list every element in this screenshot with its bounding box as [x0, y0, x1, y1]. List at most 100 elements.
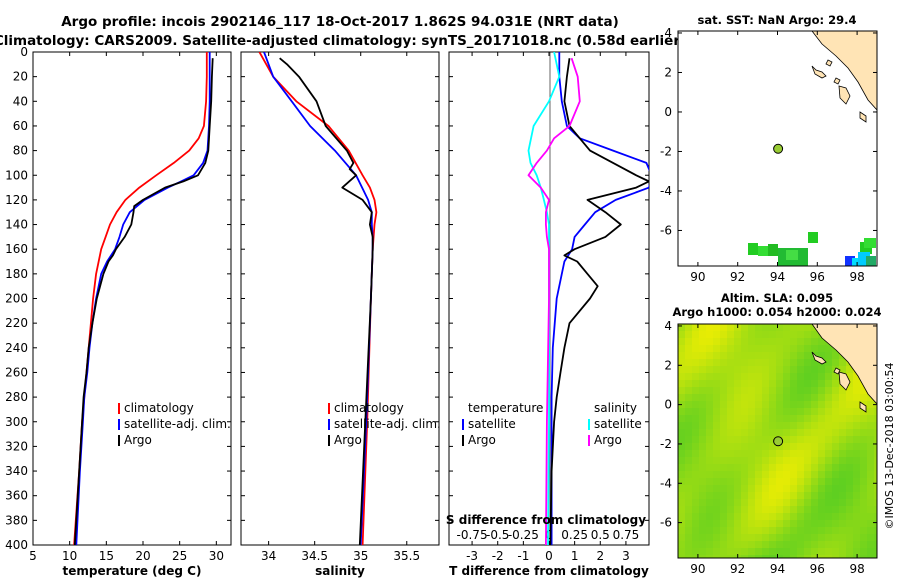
sla-pixel	[776, 492, 783, 499]
sla-pixel	[755, 520, 762, 527]
sla-pixel	[734, 429, 741, 436]
sla-pixel	[776, 520, 783, 527]
sla-pixel	[818, 478, 825, 485]
sla-pixel	[846, 478, 853, 485]
sla-pixel	[832, 527, 839, 534]
sla-pixel	[769, 324, 776, 331]
sla-pixel	[727, 394, 734, 401]
sla-pixel	[818, 464, 825, 471]
sla-pixel	[790, 471, 797, 478]
sla-pixel	[755, 331, 762, 338]
sla-pixel	[741, 429, 748, 436]
sla-pixel	[685, 534, 692, 541]
sla-pixel	[699, 555, 706, 558]
sla-pixel	[811, 471, 818, 478]
sla-pixel	[685, 429, 692, 436]
depth-tick-label: 20	[13, 70, 28, 84]
sla-pixel	[804, 380, 811, 387]
sla-pixel	[776, 338, 783, 345]
sla-pixel	[783, 506, 790, 513]
sla-pixel	[825, 485, 832, 492]
sst-pixel	[768, 244, 778, 256]
sla-pixel	[755, 415, 762, 422]
s-difference-tick-label: 0.25	[561, 528, 588, 542]
island-land	[859, 401, 867, 413]
sla-pixel	[720, 527, 727, 534]
sla-pixel	[755, 527, 762, 534]
sla-pixel	[678, 324, 685, 331]
sla-pixel	[783, 352, 790, 359]
sla-pixel	[727, 331, 734, 338]
depth-tick-label: 180	[5, 267, 28, 281]
sla-pixel	[734, 422, 741, 429]
sla-pixel	[748, 555, 755, 558]
sla-pixel	[839, 450, 846, 457]
sla-pixel	[678, 548, 685, 555]
sla-pixel	[762, 352, 769, 359]
sla-pixel	[811, 443, 818, 450]
sla-pixel	[748, 380, 755, 387]
sla-pixel	[804, 366, 811, 373]
sst-pixel	[748, 243, 758, 255]
sla-pixel	[769, 527, 776, 534]
sla-pixel	[762, 394, 769, 401]
sla-pixel	[692, 324, 699, 331]
sla-pixel	[692, 520, 699, 527]
sla-pixel	[790, 366, 797, 373]
sla-pixel	[776, 534, 783, 541]
sla-pixel	[832, 422, 839, 429]
sla-pixel	[720, 499, 727, 506]
sla-pixel	[853, 443, 860, 450]
sla-pixel	[769, 436, 776, 443]
sla-pixel	[685, 478, 692, 485]
sla-pixel	[706, 338, 713, 345]
sla-pixel	[846, 436, 853, 443]
sst-land	[811, 31, 877, 123]
map-y-tick-label: -6	[660, 223, 672, 237]
sla-pixel	[713, 338, 720, 345]
difference-lines	[527, 52, 649, 545]
s-difference-tick-label: -0.75	[457, 528, 488, 542]
sla-pixel	[804, 352, 811, 359]
sla-pixel	[748, 492, 755, 499]
sla-pixel	[706, 478, 713, 485]
sla-pixel	[692, 471, 699, 478]
sla-pixel	[853, 534, 860, 541]
sla-pixel	[846, 415, 853, 422]
sla-pixel	[776, 464, 783, 471]
x-tick-label: 20	[135, 549, 150, 563]
sla-pixel	[762, 548, 769, 555]
sla-pixel	[825, 492, 832, 499]
sla-pixel	[853, 422, 860, 429]
sla-pixel	[825, 478, 832, 485]
sla-pixel	[825, 457, 832, 464]
x-tick-label: 1	[571, 549, 579, 563]
sla-pixel	[706, 471, 713, 478]
sla-pixel	[699, 478, 706, 485]
sla-pixel	[839, 422, 846, 429]
sla-pixel	[699, 366, 706, 373]
x-tick-label: 34	[261, 549, 276, 563]
sla-pixel	[811, 450, 818, 457]
sla-pixel	[818, 429, 825, 436]
sla-pixel	[797, 352, 804, 359]
sla-pixel	[790, 373, 797, 380]
sla-pixel	[825, 380, 832, 387]
sla-pixel	[846, 464, 853, 471]
sla-pixel	[769, 450, 776, 457]
argo-position-marker	[773, 436, 784, 447]
sla-pixel	[867, 471, 874, 478]
sla-pixel	[734, 345, 741, 352]
sla-pixel	[790, 478, 797, 485]
sla-pixel	[734, 478, 741, 485]
sla-pixel	[720, 331, 727, 338]
sla-pixel	[804, 527, 811, 534]
sla-pixel	[769, 415, 776, 422]
sla-pixel	[713, 436, 720, 443]
sla-pixel	[825, 541, 832, 548]
sla-pixel	[804, 422, 811, 429]
sla-pixel	[734, 436, 741, 443]
sla-pixel	[818, 380, 825, 387]
sla-pixel	[860, 548, 867, 555]
sla-pixel	[832, 499, 839, 506]
